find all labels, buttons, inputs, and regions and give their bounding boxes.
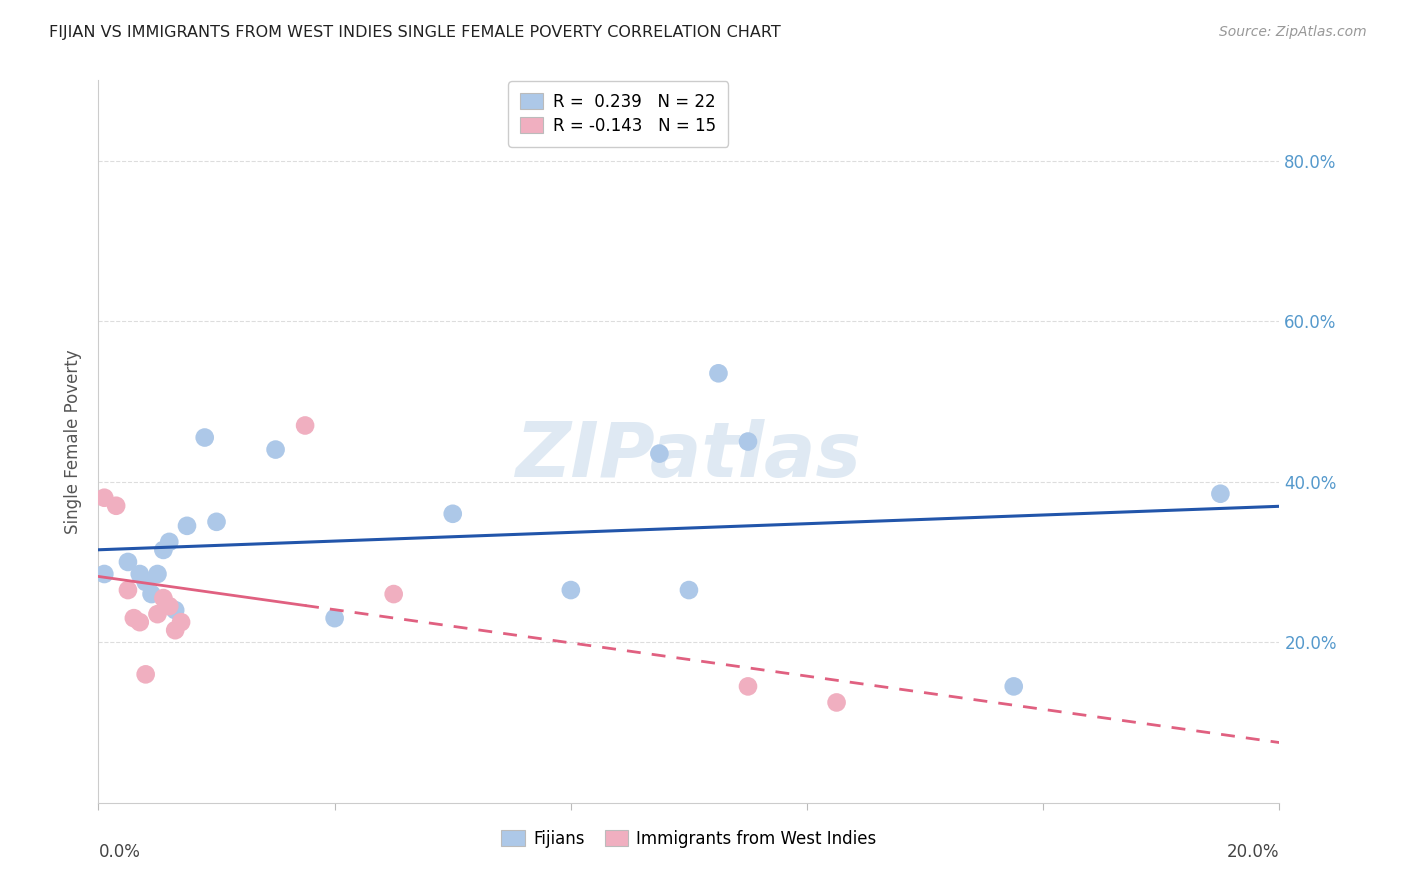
Point	[1002, 680, 1025, 694]
Point	[560, 583, 582, 598]
Point	[105, 499, 128, 513]
Legend: Fijians, Immigrants from West Indies: Fijians, Immigrants from West Indies	[494, 822, 884, 856]
Point	[1209, 486, 1232, 500]
Point	[128, 615, 150, 630]
Point	[441, 507, 464, 521]
Point	[176, 518, 198, 533]
Text: Source: ZipAtlas.com: Source: ZipAtlas.com	[1219, 25, 1367, 39]
Point	[157, 534, 180, 549]
Point	[294, 418, 316, 433]
Point	[165, 603, 187, 617]
Text: 0.0%: 0.0%	[98, 843, 141, 861]
Point	[93, 567, 115, 582]
Point	[737, 434, 759, 449]
Point	[825, 696, 848, 710]
Text: FIJIAN VS IMMIGRANTS FROM WEST INDIES SINGLE FEMALE POVERTY CORRELATION CHART: FIJIAN VS IMMIGRANTS FROM WEST INDIES SI…	[49, 25, 780, 40]
Point	[323, 611, 346, 625]
Text: ZIPatlas: ZIPatlas	[516, 419, 862, 493]
Point	[194, 430, 217, 444]
Point	[165, 623, 187, 637]
Point	[93, 491, 115, 505]
Point	[152, 542, 174, 557]
Point	[205, 515, 228, 529]
Point	[382, 587, 405, 601]
Y-axis label: Single Female Poverty: Single Female Poverty	[65, 350, 83, 533]
Point	[737, 680, 759, 694]
Point	[128, 567, 150, 582]
Point	[135, 667, 157, 681]
Point	[117, 555, 139, 569]
Point	[135, 574, 157, 589]
Point	[707, 366, 730, 380]
Point	[157, 599, 180, 614]
Point	[648, 446, 671, 460]
Point	[170, 615, 193, 630]
Point	[146, 607, 169, 621]
Point	[152, 591, 174, 605]
Point	[146, 567, 169, 582]
Point	[264, 442, 287, 457]
Point	[117, 583, 139, 598]
Text: 20.0%: 20.0%	[1227, 843, 1279, 861]
Point	[678, 583, 700, 598]
Point	[141, 587, 163, 601]
Point	[122, 611, 145, 625]
